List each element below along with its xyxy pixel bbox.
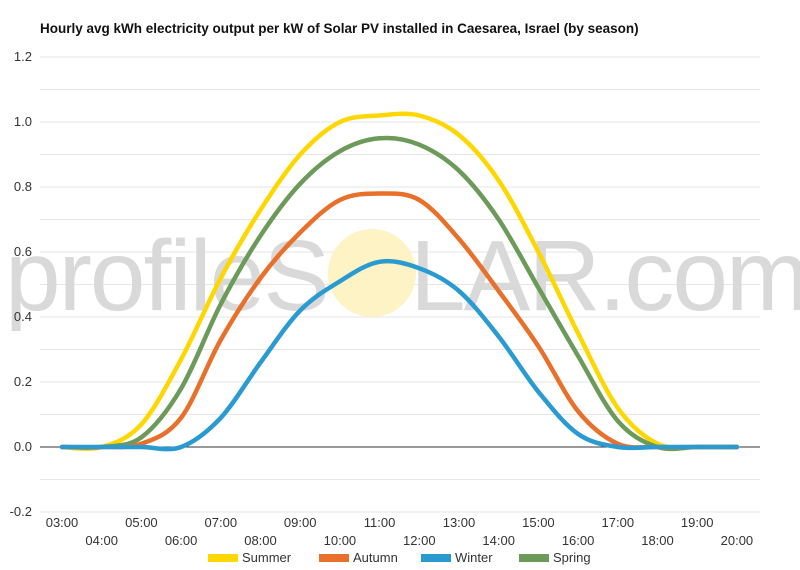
- y-tick-label: 1.2: [14, 49, 32, 64]
- x-tick-label: 07:00: [205, 515, 238, 530]
- legend-swatch-summer: [208, 554, 238, 562]
- legend-label-autumn: Autumn: [353, 550, 398, 565]
- x-tick-label: 09:00: [284, 515, 317, 530]
- y-tick-label: 0.2: [14, 374, 32, 389]
- series-line-spring: [59, 135, 740, 452]
- series-line-autumn: [59, 191, 740, 450]
- watermark-left-text: profileS: [5, 220, 328, 332]
- x-tick-label: 18:00: [641, 533, 674, 548]
- x-tick-label: 08:00: [244, 533, 277, 548]
- x-tick-label: 06:00: [165, 533, 198, 548]
- x-tick-label: 13:00: [443, 515, 476, 530]
- x-axis-ticks: 03:00 04:00 05:00 06:00 07:00 08:00 09:00 10:00…: [46, 515, 753, 548]
- x-tick-label: 03:00: [46, 515, 79, 530]
- watermark-sun: [328, 229, 416, 317]
- legend: Summer Autumn Winter Spring: [208, 550, 591, 565]
- y-tick-label: 1.0: [14, 114, 32, 129]
- y-tick-label: 0.4: [14, 309, 32, 324]
- x-tick-label: 15:00: [522, 515, 555, 530]
- y-tick-label: 0.8: [14, 179, 32, 194]
- legend-label-winter: Winter: [455, 550, 493, 565]
- y-tick-label: -0.2: [10, 504, 32, 519]
- x-tick-label: 10:00: [324, 533, 357, 548]
- grid-lines: [40, 56, 760, 513]
- x-tick-label: 14:00: [482, 533, 515, 548]
- series-line-summer: [59, 111, 740, 451]
- x-tick-label: 11:00: [364, 515, 396, 530]
- x-tick-label: 17:00: [602, 515, 635, 530]
- legend-swatch-spring: [519, 554, 549, 562]
- legend-swatch-winter: [421, 554, 451, 562]
- x-tick-label: 04:00: [85, 533, 118, 548]
- series-lines: [59, 111, 740, 452]
- y-axis-ticks: -0.2 0.0 0.2 0.4 0.6 0.8 1.0 1.2: [10, 49, 32, 519]
- x-tick-label: 16:00: [562, 533, 595, 548]
- y-tick-label: 0.6: [14, 244, 32, 259]
- series-line-winter: [59, 258, 740, 452]
- watermark: profileS LAR.com: [5, 220, 800, 332]
- chart-title: Hourly avg kWh electricity output per kW…: [40, 21, 639, 36]
- legend-label-summer: Summer: [242, 550, 292, 565]
- x-tick-label: 19:00: [681, 515, 714, 530]
- y-tick-label: 0.0: [14, 439, 32, 454]
- x-tick-label: 20:00: [721, 533, 754, 548]
- legend-swatch-autumn: [319, 554, 349, 562]
- watermark-right-text: LAR.com: [410, 220, 800, 332]
- legend-label-spring: Spring: [553, 550, 591, 565]
- x-tick-label: 12:00: [403, 533, 436, 548]
- x-tick-label: 05:00: [125, 515, 158, 530]
